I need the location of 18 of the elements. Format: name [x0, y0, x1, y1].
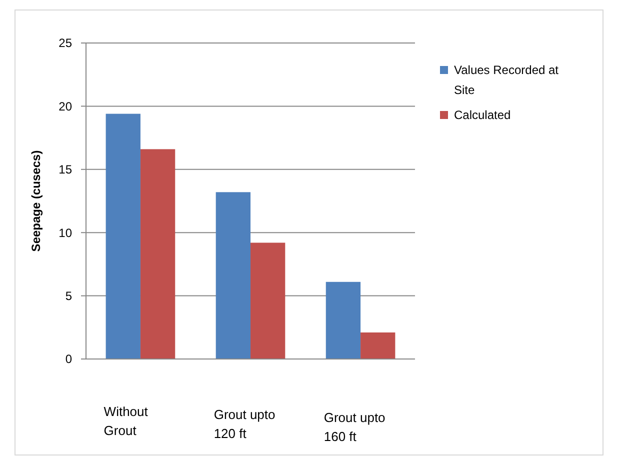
- y-tick-label: 5: [65, 289, 72, 303]
- bar: [326, 282, 361, 359]
- x-tick-label: Without Grout: [104, 404, 148, 438]
- y-tick-label: 25: [58, 36, 72, 50]
- bar: [250, 242, 286, 359]
- y-tick-label: 0: [65, 352, 72, 366]
- y-axis-title: Seepage (cusecs): [29, 150, 43, 252]
- legend-label: Values Recorded at Site: [454, 63, 560, 98]
- bar: [216, 192, 250, 359]
- bar: [106, 114, 140, 359]
- bar: [360, 332, 396, 359]
- bar: [140, 149, 176, 359]
- y-tick-label: 20: [58, 99, 72, 114]
- y-tick-label: 15: [58, 162, 72, 177]
- x-tick-label: Grout upto 120 ft: [214, 407, 276, 441]
- y-tick-label: 10: [58, 226, 72, 240]
- legend-label: Calculated: [454, 108, 511, 122]
- x-tick-label: Grout upto 160 ft: [324, 410, 386, 444]
